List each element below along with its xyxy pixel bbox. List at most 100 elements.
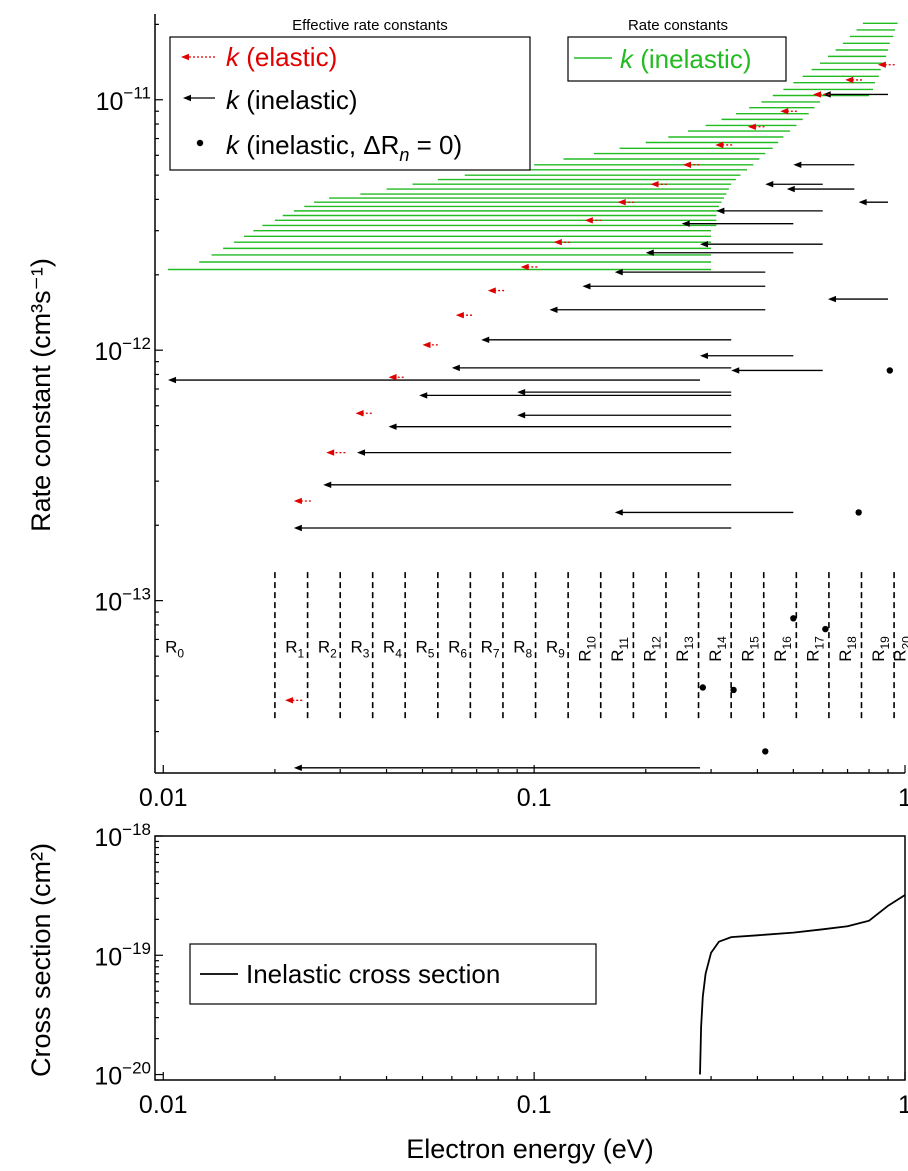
inelastic-zero-point [886,367,894,374]
legend-k: k [226,85,241,115]
region-label-index: 15 [747,636,761,650]
region-label: R2 [318,638,337,661]
x-tick-label: 0.01 [139,784,188,812]
inelastic-rate-arrow [582,283,766,290]
region-label-letter: R [448,638,460,657]
arrow-head [699,240,708,248]
tick-exponent: −11 [123,84,151,103]
legend-k: k [620,44,635,74]
arrow-head [419,392,428,399]
inelastic-rate-arrow [168,376,700,384]
region-label-index: 2 [330,647,337,661]
inelastic-rate-arrow [822,91,889,98]
region-label: R16 [771,636,794,662]
region-label-index: 12 [650,636,664,650]
elastic-rate-arrow [326,449,346,456]
region-label: R3 [350,638,369,661]
region-label-index: 13 [682,636,696,650]
inelastic-rate-arrow [645,249,794,256]
region-label-letter: R [350,638,362,657]
arrow-head [451,364,460,372]
legend-effective-entry: k (elastic) [226,42,337,72]
tick-base: 10 [94,943,122,971]
arrow-head [813,91,822,98]
inelastic-rate-arrow [699,352,794,359]
arrow-head [455,311,464,319]
region-label-index: 16 [780,636,794,650]
y-tick-label: 10−18 [94,820,151,852]
region-label-letter: R [673,649,692,661]
region-label-letter: R [804,649,823,661]
arrow-head [614,509,623,516]
arrow-head [858,198,867,206]
arrow-head [699,352,708,359]
region-label-letter: R [318,638,330,657]
region-label-letter: R [608,649,627,661]
region-label-letter: R [383,638,395,657]
region-label-index: 3 [363,647,370,661]
legend-rate-entry: k (inelastic) [620,44,751,74]
legend-entry: Inelastic cross section [246,959,500,989]
region-label: R8 [513,638,532,661]
legend-dot-symbol [196,139,204,147]
tick-exponent: −12 [122,334,151,353]
inelastic-rate-arrow [549,306,766,313]
legend-suffix: = 0) [409,130,462,160]
arrow-head [645,249,654,256]
inelastic-rate-arrow [699,240,823,248]
inelastic-rate-arrow [716,207,823,215]
legend-effective: Effective rate constants k (elastic) k (in… [169,17,531,171]
y-tick-label: 10−12 [94,334,151,366]
arrow-head [780,108,789,115]
arrow-head [293,524,302,532]
elastic-rate-arrow [388,374,404,381]
tick-base: 10 [94,338,122,366]
legend-text: (inelastic) [239,85,357,115]
cross-section-line [699,894,906,1075]
arrow-head [584,217,593,224]
legend-rate-title: Rate constants [628,17,728,34]
region-label-letter: R [575,649,594,661]
region-label-index: 4 [395,647,402,661]
arrow-head [183,94,191,102]
arrow-head [357,449,366,456]
arrow-head [845,76,854,84]
arrow-head [681,220,690,227]
arrow-head [549,306,558,313]
arrow-head [293,764,302,772]
region-label-letter: R [481,638,493,657]
legend-text: (inelastic) [633,44,751,74]
arrow-head [822,91,831,98]
arrow-head [716,207,725,215]
region-label-index: 10 [584,636,598,650]
legend-rate: Rate constants k (inelastic) [567,17,787,82]
region-label-letter: R [891,649,908,661]
arrow-head [293,497,302,505]
region-label-index: 0 [177,647,184,661]
region-label: R13 [673,636,696,662]
elastic-rate-arrow [747,123,765,130]
elastic-rate-arrow [553,238,571,246]
plot-frame [154,835,906,1081]
region-label-index: 7 [493,647,500,661]
arrow-head [553,238,562,246]
region-label-letter: R [415,638,427,657]
arrow-head [582,283,591,290]
region-label-index: 19 [878,636,892,650]
arrow-head [487,287,496,294]
region-label-letter: R [165,638,177,657]
arrow-head [617,198,626,206]
arrow-head [388,374,397,381]
x-tick-label: 1 [898,1091,908,1119]
x-tick-label: 0.01 [139,1091,188,1119]
inelastic-rate-arrow [293,524,732,532]
legend-effective-title: Effective rate constants [292,17,448,34]
legend-k: k [226,130,241,160]
inelastic-rate-arrow [517,388,732,396]
region-label: R6 [448,638,467,661]
x-axis-label: Electron energy (eV) [406,1134,654,1164]
inelastic-rate-arrow [481,336,732,344]
tick-base: 10 [96,88,124,116]
tick-exponent: −13 [122,584,151,603]
inelastic-rate-arrow [323,481,732,489]
